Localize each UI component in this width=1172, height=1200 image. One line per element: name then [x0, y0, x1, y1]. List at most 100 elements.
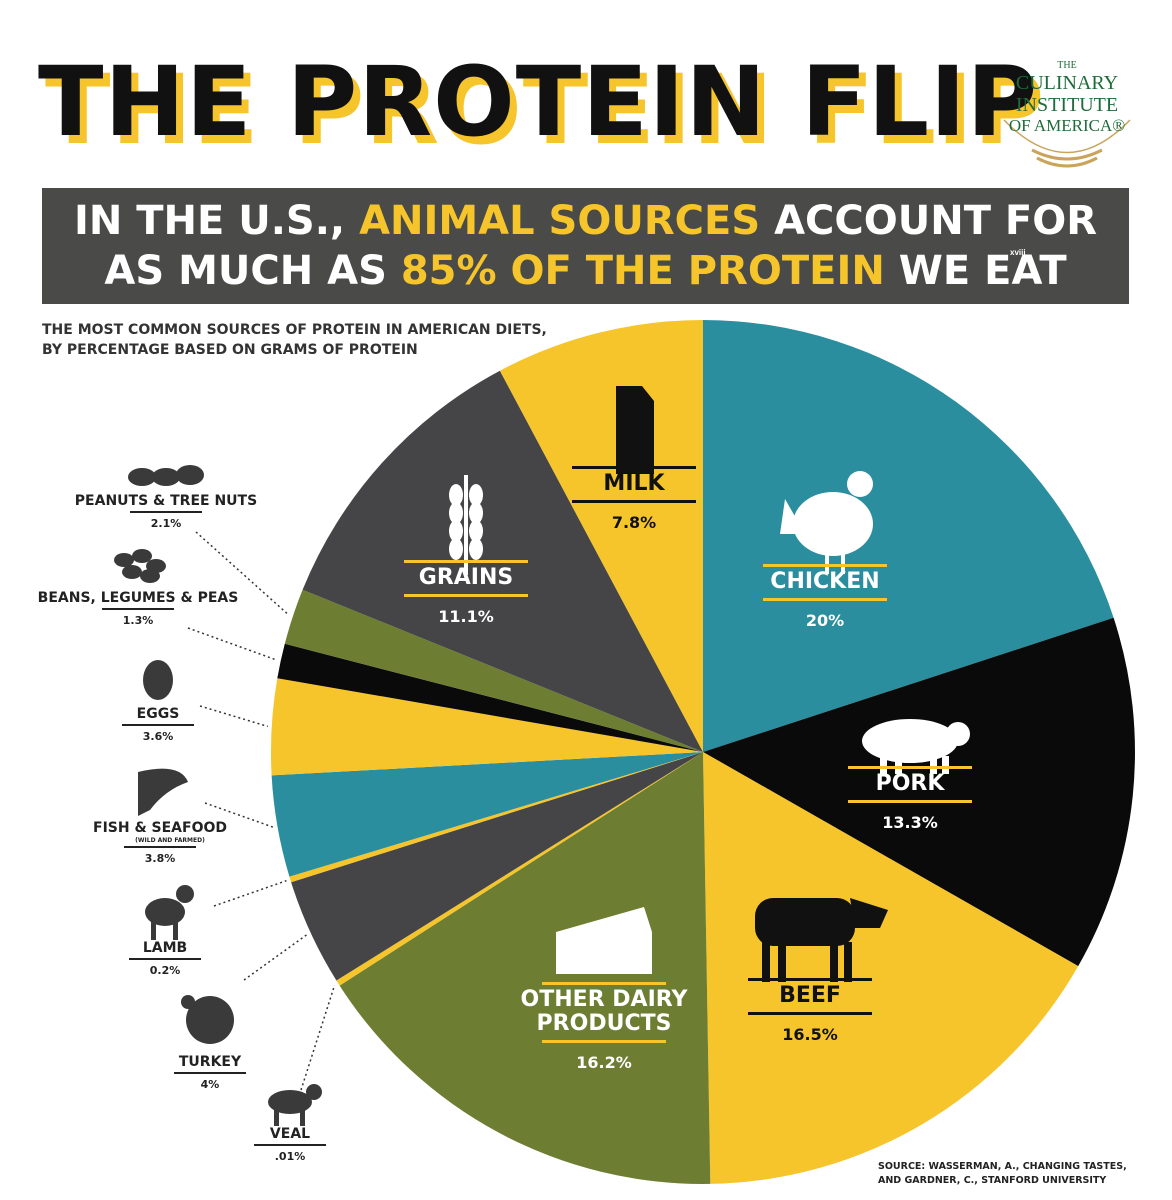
lamb-icon-part: [176, 885, 194, 903]
banner-highlight: 85% OF THE PROTEIN: [400, 248, 885, 294]
leader-line-veal: [300, 984, 336, 1091]
wheat-icon-part: [469, 538, 483, 560]
egg-icon: [143, 660, 173, 700]
subtitle-line-1: THE MOST COMMON SOURCES OF PROTEIN IN AM…: [42, 322, 547, 338]
turkey-icon-part: [186, 996, 234, 1044]
culinary-institute-logo: THE CULINARY INSTITUTE OF AMERICA®: [992, 50, 1142, 180]
beans-icon: [114, 549, 166, 583]
milk-icon-part: [616, 386, 654, 474]
outside-value-peanuts-tree-nuts: 2.1%: [151, 517, 182, 530]
outside-value-veal: .01%: [275, 1150, 306, 1163]
label-rule-bottom: [848, 800, 972, 803]
leader-line-beans-legumes-peas: [187, 627, 278, 661]
wheat-icon-part: [449, 520, 463, 542]
pie-slice-chicken: [703, 320, 1114, 752]
turkey-icon: [181, 995, 234, 1044]
cow-icon-part: [844, 942, 852, 982]
title-shadow: THE PROTEIN FLIP: [45, 54, 1046, 166]
slice-value-beef: 16.5%: [782, 1025, 838, 1044]
slice-label-other-dairy-products: PRODUCTS: [537, 1011, 672, 1036]
banner-text: ACCOUNT FOR: [760, 198, 1098, 244]
page-title: THE PROTEIN FLIP THE PROTEIN FLIP: [38, 52, 1044, 162]
pig-icon-part: [946, 722, 970, 746]
outside-rule: [122, 724, 194, 726]
pig-icon-part: [942, 756, 949, 774]
outside-value-eggs: 3.6%: [143, 730, 174, 743]
cow-icon-part: [778, 942, 786, 982]
slice-value-other-dairy-products: 16.2%: [576, 1053, 632, 1072]
pig-icon: [862, 719, 970, 774]
lamb-icon-part: [151, 922, 156, 940]
title-text: THE PROTEIN FLIP: [38, 46, 1039, 158]
slice-label-beef: BEEF: [779, 983, 841, 1008]
banner-line-2: AS MUCH AS 85% OF THE PROTEIN WE EAT: [42, 248, 1129, 294]
nuts-icon-part: [152, 468, 180, 486]
outside-value-lamb: 0.2%: [150, 964, 181, 977]
outside-rule: [130, 511, 202, 513]
cheese-icon: [556, 907, 652, 974]
wheat-icon-part: [469, 484, 483, 506]
chart-subtitle: THE MOST COMMON SOURCES OF PROTEIN IN AM…: [42, 320, 547, 360]
label-rule-bottom: [404, 594, 528, 597]
egg-icon-part: [143, 660, 173, 700]
nuts-icon-part: [128, 468, 156, 486]
pie-slice-pork: [703, 617, 1135, 967]
cow-icon-part: [762, 942, 770, 982]
calf-icon: [268, 1084, 322, 1126]
outside-sublabel-fish-seafood: (WILD AND FARMED): [135, 837, 205, 844]
slice-value-milk: 7.8%: [612, 513, 656, 532]
chicken-icon-part: [793, 492, 873, 556]
label-rule-bottom: [763, 598, 887, 601]
pig-icon-part: [862, 719, 958, 763]
wheat-icon-part: [469, 520, 483, 542]
calf-icon-part: [268, 1090, 312, 1114]
logo-line3: INSTITUTE: [1015, 94, 1119, 116]
pie-slice-fish-seafood: [271, 752, 703, 877]
source-line-1: SOURCE: WASSERMAN, A., CHANGING TASTES,: [878, 1161, 1127, 1172]
outside-label-lamb: LAMB: [143, 940, 187, 956]
outside-value-fish-seafood: 3.8%: [145, 852, 176, 865]
fish-icon: [138, 768, 188, 816]
cheese-icon-part: [556, 907, 652, 974]
slice-value-grains: 11.1%: [438, 607, 494, 626]
outside-label-beans-legumes-peas: BEANS, LEGUMES & PEAS: [38, 590, 239, 606]
pie-slice-veal: [336, 752, 703, 986]
logo-line2: CULINARY: [1015, 72, 1119, 94]
source-note: SOURCE: WASSERMAN, A., CHANGING TASTES, …: [878, 1160, 1127, 1188]
source-line-2: AND GARDNER, C., STANFORD UNIVERSITY: [878, 1175, 1107, 1186]
pie-slice-turkey: [291, 752, 703, 981]
turkey-icon-part: [181, 995, 195, 1009]
subtitle-line-2: BY PERCENTAGE BASED ON GRAMS OF PROTEIN: [42, 342, 418, 358]
leader-line-lamb: [213, 879, 287, 907]
nuts-icon-part: [176, 465, 204, 485]
leader-line-fish-seafood: [204, 802, 274, 829]
label-rule-top: [763, 564, 887, 567]
pig-icon-part: [880, 756, 887, 774]
beans-icon-part: [140, 569, 160, 583]
label-rule-top: [542, 982, 666, 985]
cow-icon-part: [830, 942, 838, 982]
outside-label-fish-seafood: FISH & SEAFOOD: [93, 820, 227, 836]
outside-label-veal: VEAL: [270, 1126, 310, 1142]
outside-rule: [102, 608, 174, 610]
banner-text: WE EAT: [884, 248, 1067, 294]
beans-icon-part: [122, 565, 142, 579]
wheat-icon-part: [469, 502, 483, 524]
outside-label-peanuts-tree-nuts: PEANUTS & TREE NUTS: [75, 493, 257, 509]
outside-label-turkey: TURKEY: [179, 1054, 242, 1070]
pie-slice-peanuts-tree-nuts: [284, 589, 703, 752]
leader-line-turkey: [243, 933, 308, 981]
milk-icon: [616, 386, 654, 474]
chicken-icon-part: [847, 471, 873, 497]
label-rule-bottom: [748, 1012, 872, 1015]
slice-label-other-dairy-products: OTHER DAIRY: [521, 987, 689, 1012]
wheat-icon-part: [449, 538, 463, 560]
chicken-icon-part: [780, 499, 805, 534]
nuts-icon: [128, 465, 204, 486]
banner-highlight: ANIMAL SOURCES: [359, 198, 761, 244]
headline-banner: IN THE U.S., ANIMAL SOURCES ACCOUNT FOR …: [42, 188, 1129, 304]
pie-slice-eggs: [270, 678, 703, 776]
lamb-icon-part: [145, 898, 185, 926]
slice-value-chicken: 20%: [806, 611, 844, 630]
